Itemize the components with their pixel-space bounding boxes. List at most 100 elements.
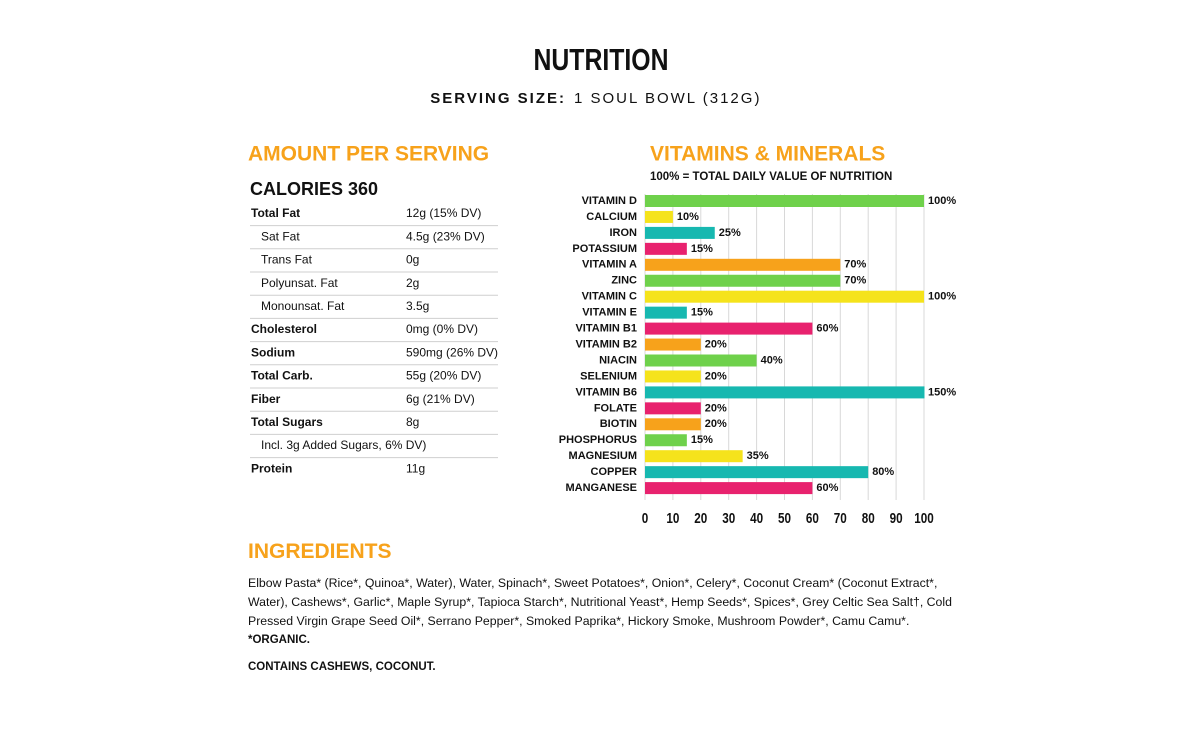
nutrient-value: 0mg (0% DV) (406, 322, 478, 336)
organic-note: *ORGANIC. (248, 634, 310, 646)
value-label: 100% (928, 291, 956, 303)
bars (645, 195, 925, 495)
x-tick-label: 0 (642, 510, 649, 527)
x-tick-label: 70 (834, 510, 847, 527)
category-label: MAGNESIUM (569, 450, 637, 462)
bar (645, 482, 813, 495)
category-label: BIOTIN (600, 418, 637, 430)
amount-title: AMOUNT PER SERVING (248, 143, 489, 166)
value-label: 20% (705, 338, 727, 350)
bar (645, 242, 687, 255)
bar (645, 370, 701, 383)
category-label: VITAMIN C (582, 291, 637, 303)
bar (645, 450, 743, 463)
nutrient-label: Total Carb. (251, 369, 313, 383)
value-label: 20% (705, 402, 727, 414)
nutrient-label: Trans Fat (261, 253, 313, 267)
nutrient-value: 3.5g (406, 299, 429, 313)
calories: CALORIES 360 (250, 179, 378, 199)
nutrient-label: Protein (251, 461, 292, 475)
allergens: CONTAINS CASHEWS, COCONUT. (248, 661, 436, 673)
category-label: VITAMIN D (582, 195, 637, 207)
bar (645, 322, 813, 335)
nutrient-label: Monounsat. Fat (261, 299, 345, 313)
value-label: 20% (705, 418, 727, 430)
category-label: FOLATE (594, 402, 637, 414)
bar (645, 195, 924, 207)
chart-subtitle: 100% = TOTAL DAILY VALUE OF NUTRITION (650, 171, 892, 183)
value-label: 40% (761, 354, 783, 366)
category-label: VITAMIN E (582, 307, 637, 319)
category-label: PHOSPHORUS (559, 434, 637, 446)
category-label: SELENIUM (580, 370, 637, 382)
category-label: VITAMIN B1 (575, 323, 637, 335)
nutrient-label: Total Fat (251, 206, 300, 220)
value-label: 25% (719, 227, 741, 239)
value-label: 35% (747, 450, 769, 462)
bar (645, 354, 757, 367)
value-label: 15% (691, 307, 713, 319)
nutrient-label: Sat Fat (261, 229, 300, 243)
nutrient-value: 2g (406, 276, 419, 290)
x-tick-label: 20 (694, 510, 707, 527)
nutrient-label: Cholesterol (251, 322, 317, 336)
nutrient-label: Fiber (251, 392, 281, 406)
category-label: ZINC (611, 275, 637, 287)
bar (645, 402, 701, 415)
ingredients-text: Elbow Pasta* (Rice*, Quinoa*, Water), Wa… (248, 576, 952, 628)
nutrient-value: 12g (15% DV) (406, 206, 481, 220)
nutrient-value: 55g (20% DV) (406, 369, 481, 383)
nutrient-label: Incl. 3g Added Sugars, 6% DV) (261, 438, 426, 452)
value-label: 150% (928, 386, 956, 398)
bar (645, 306, 687, 319)
serving-label: SERVING SIZE: (430, 90, 566, 107)
value-label: 10% (677, 211, 699, 223)
serving-value: 1 SOUL BOWL (312G) (574, 90, 761, 107)
x-tick-label: 100 (914, 510, 934, 527)
bar (645, 338, 701, 351)
bar (645, 226, 715, 239)
category-label: IRON (610, 227, 638, 239)
nutrient-label: Total Sugars (251, 415, 323, 429)
value-label: 100% (928, 195, 956, 207)
x-tick-label: 60 (806, 510, 819, 527)
category-label: VITAMIN B2 (575, 338, 637, 350)
value-label: 60% (816, 482, 838, 494)
bar (645, 386, 925, 399)
bar (645, 466, 869, 479)
value-label: 70% (844, 259, 866, 271)
value-label: 80% (872, 466, 894, 478)
category-label: MANGANESE (565, 482, 637, 494)
category-label: VITAMIN A (582, 259, 637, 271)
page-title: NUTRITION (534, 43, 669, 77)
nutrient-label: Sodium (251, 345, 295, 359)
category-label: VITAMIN B6 (575, 386, 637, 398)
bar (645, 290, 924, 303)
nutrient-value: 6g (21% DV) (406, 392, 475, 406)
ingredients-title: INGREDIENTS (248, 540, 392, 563)
x-tick-label: 30 (722, 510, 735, 527)
category-label: NIACIN (599, 354, 637, 366)
nutrition-panel: NUTRITION SERVING SIZE: 1 SOUL BOWL (312… (248, 43, 956, 527)
value-label: 15% (691, 434, 713, 446)
nutrient-value: 4.5g (23% DV) (406, 229, 485, 243)
nutrient-value: 11g (406, 461, 425, 475)
value-label: 20% (705, 370, 727, 382)
x-tick-label: 90 (890, 510, 903, 527)
value-label: 60% (816, 323, 838, 335)
bar (645, 274, 841, 287)
x-tick-label: 50 (778, 510, 791, 527)
category-label: COPPER (591, 466, 638, 478)
x-tick-label: 10 (666, 510, 679, 527)
category-label: POTASSIUM (572, 243, 637, 255)
bar (645, 258, 841, 271)
bar (645, 210, 673, 223)
bar (645, 434, 687, 447)
nutrient-value: 590mg (26% DV) (406, 345, 498, 359)
category-label: CALCIUM (586, 211, 637, 223)
chart-title: VITAMINS & MINERALS (650, 143, 885, 166)
x-tick-label: 80 (862, 510, 875, 527)
nutrient-value: 0g (406, 253, 419, 267)
nutrient-label: Polyunsat. Fat (261, 276, 338, 290)
